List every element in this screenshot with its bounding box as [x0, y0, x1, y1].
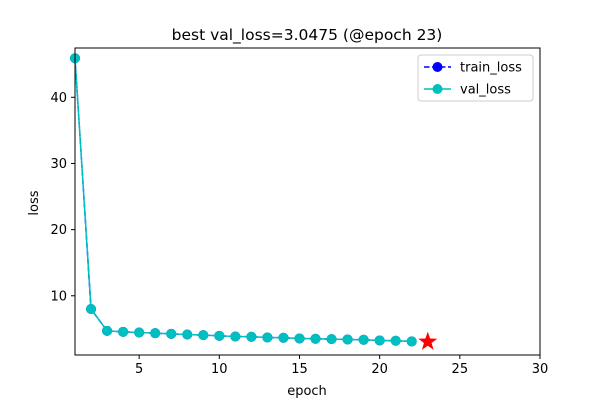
val-loss-point [166, 328, 177, 339]
x-tick-label: 25 [452, 362, 469, 377]
legend-train-loss-marker [432, 62, 443, 72]
val-loss-point [278, 332, 289, 343]
val-loss-point [198, 330, 209, 341]
x-tick-label: 30 [532, 362, 549, 377]
y-axis: 10 20 30 40 [50, 91, 75, 304]
y-tick-label: 40 [50, 91, 67, 106]
val-loss-point [246, 331, 257, 342]
val-loss-point [150, 328, 161, 339]
legend-val-loss-label: val_loss [460, 83, 511, 98]
y-axis-title: loss [27, 190, 42, 215]
val-loss-point [406, 336, 417, 347]
legend: train_loss val_loss [417, 54, 534, 102]
val-loss-point [326, 334, 337, 345]
legend-train-loss-label: train_loss [460, 61, 522, 76]
val-loss-point [390, 335, 401, 346]
val-loss-point [358, 334, 369, 345]
y-tick-label: 20 [50, 223, 67, 238]
plot-frame [74, 47, 541, 356]
val-loss-point [214, 330, 225, 341]
val-loss-point [310, 333, 321, 344]
val-loss-point [294, 333, 305, 344]
x-tick-label: 10 [211, 362, 228, 377]
val-loss-point [118, 326, 129, 337]
x-axis-title: epoch [287, 384, 327, 399]
x-tick-label: 5 [135, 362, 143, 377]
val-loss-point [374, 335, 385, 346]
legend-val-loss-marker [432, 84, 443, 94]
val-loss-point [182, 329, 193, 340]
chart-title: best val_loss=3.0475 (@epoch 23) [172, 26, 443, 45]
val-loss-point [230, 331, 241, 342]
val-loss-point [134, 327, 145, 338]
x-axis: 5 10 15 20 25 30 [135, 355, 548, 377]
x-tick-label: 15 [291, 362, 308, 377]
val-loss-point [86, 304, 97, 315]
best-epoch-star-marker [418, 331, 438, 350]
val-loss-point [342, 334, 353, 345]
val-loss-line [74, 58, 412, 343]
y-tick-label: 30 [50, 157, 67, 172]
y-tick-label: 10 [50, 289, 67, 304]
plot-area [70, 53, 438, 350]
val-loss-point [262, 332, 273, 343]
val-loss-point [102, 325, 113, 336]
x-tick-label: 20 [371, 362, 388, 377]
